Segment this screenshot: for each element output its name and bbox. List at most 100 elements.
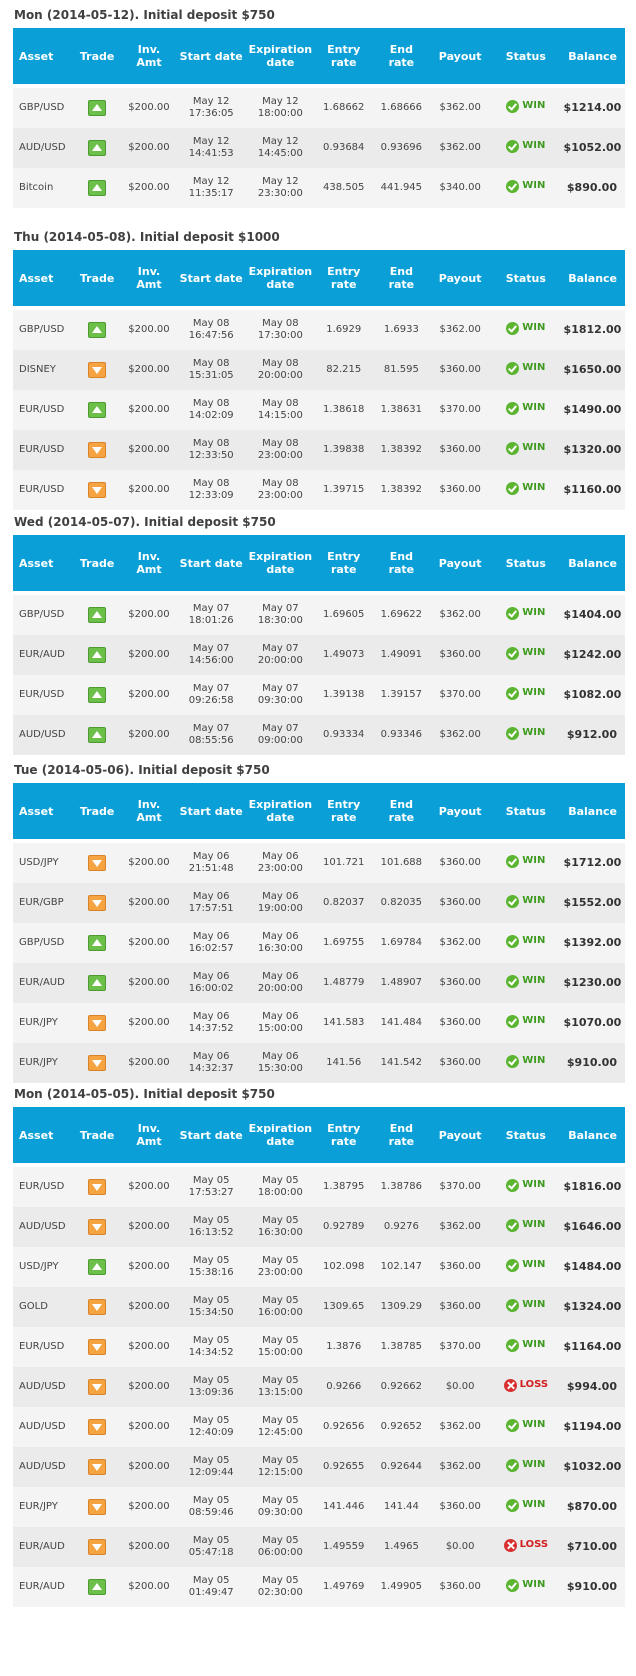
investment-cell: $200.00	[121, 1003, 177, 1043]
column-header-line: Amt	[136, 1135, 162, 1148]
end-rate-cell: 1.38785	[372, 1327, 431, 1367]
asset-cell: AUD/USD	[13, 128, 73, 168]
start-day: May 05	[192, 1335, 230, 1346]
table-row: EUR/GBP $200.00 May 06 17:57:51 May 06 19:00:…	[13, 883, 625, 923]
expiration-day: May 07	[262, 643, 299, 654]
status-badge: WIN	[506, 1418, 545, 1432]
column-header-line: rate	[330, 278, 357, 291]
start-day: May 08	[192, 438, 230, 449]
table-row: EUR/AUD $200.00 May 07 14:56:00 May 07 20:00:…	[13, 635, 625, 675]
table-row: AUD/USD $200.00 May 12 14:41:53 May 12 14:45:…	[13, 128, 625, 168]
payout-cell: $362.00	[430, 310, 491, 350]
payout-cell: $360.00	[430, 1247, 491, 1287]
call-up-arrow-icon	[88, 607, 107, 623]
asset-cell: AUD/USD	[13, 1447, 73, 1487]
start-day: May 05	[192, 1535, 230, 1546]
table-row: EUR/USD $200.00 May 05 17:53:27 May 05 18:00:…	[13, 1167, 625, 1207]
column-header-exp: Expiration date	[245, 1107, 315, 1163]
put-down-arrow-icon	[88, 1459, 107, 1475]
end-rate-cell: 1.48907	[372, 963, 431, 1003]
column-header-line: Amt	[136, 56, 162, 69]
start-date-cell: May 05 15:38:16	[176, 1247, 246, 1287]
expiration-time: 09:00:00	[257, 735, 303, 746]
start-date-cell: May 05 12:09:44	[176, 1447, 246, 1487]
investment-cell: $200.00	[121, 1287, 177, 1327]
end-rate-cell: 0.92644	[372, 1447, 431, 1487]
entry-rate-cell: 1.39715	[314, 470, 373, 510]
expiration-day: May 08	[262, 318, 299, 329]
start-date-cell: May 12 17:36:05	[176, 88, 246, 128]
column-header-entry: Entry rate	[314, 535, 373, 591]
balance-cell: $1816.00	[561, 1167, 625, 1207]
put-down-arrow-icon	[88, 1419, 107, 1435]
entry-rate-cell: 0.9266	[314, 1367, 373, 1407]
status-cell: WIN	[490, 390, 562, 430]
expiration-time: 09:30:00	[257, 695, 303, 706]
status-label: WIN	[522, 647, 546, 658]
check-circle-icon	[506, 1014, 520, 1028]
expiration-time: 16:30:00	[257, 943, 303, 954]
call-up-arrow-icon	[88, 975, 107, 991]
balance-cell: $1404.00	[561, 595, 625, 635]
entry-rate-cell: 1.6929	[314, 310, 373, 350]
end-rate-cell: 1.69622	[372, 595, 431, 635]
column-header-asset: Asset	[13, 535, 73, 591]
expiration-date-cell: May 12 18:00:00	[245, 88, 315, 128]
end-rate-cell: 0.93346	[372, 715, 431, 755]
investment-cell: $200.00	[121, 1207, 177, 1247]
end-rate-cell: 141.44	[372, 1487, 431, 1527]
entry-rate-cell: 102.098	[314, 1247, 373, 1287]
check-circle-icon	[506, 1258, 520, 1272]
status-badge: WIN	[506, 139, 545, 153]
status-cell: WIN	[490, 88, 562, 128]
payout-cell: $362.00	[430, 1407, 491, 1447]
column-header-line: Entry	[327, 798, 361, 811]
entry-rate-cell: 1.3876	[314, 1327, 373, 1367]
investment-cell: $200.00	[121, 470, 177, 510]
put-down-arrow-icon	[88, 855, 107, 871]
start-day: May 08	[192, 358, 230, 369]
expiration-date-cell: May 07 09:30:00	[245, 675, 315, 715]
column-header-entry: Entry rate	[314, 250, 373, 306]
balance-cell: $910.00	[561, 1567, 625, 1607]
check-circle-icon	[506, 726, 520, 740]
status-badge: WIN	[506, 1298, 545, 1312]
balance-cell: $1650.00	[561, 350, 625, 390]
status-label: WIN	[522, 607, 546, 618]
column-header-line: rate	[330, 56, 357, 69]
start-day: May 07	[192, 683, 230, 694]
expiration-day: May 07	[262, 603, 299, 614]
status-cell: WIN	[490, 1167, 562, 1207]
column-header-line: End	[389, 265, 413, 278]
status-cell: WIN	[490, 350, 562, 390]
balance-cell: $994.00	[561, 1367, 625, 1407]
payout-cell: $362.00	[430, 715, 491, 755]
column-header-end: End rate	[372, 783, 431, 839]
payout-cell: $360.00	[430, 1487, 491, 1527]
status-cell: WIN	[490, 1327, 562, 1367]
asset-cell: GBP/USD	[13, 923, 73, 963]
entry-rate-cell: 1.69605	[314, 595, 373, 635]
table-row: EUR/JPY $200.00 May 06 14:37:52 May 06 15:00:…	[13, 1003, 625, 1043]
expiration-time: 20:00:00	[257, 983, 303, 994]
table-row: AUD/USD $200.00 May 05 13:09:36 May 05 13:15:…	[13, 1367, 625, 1407]
asset-cell: AUD/USD	[13, 1207, 73, 1247]
status-label: WIN	[522, 1015, 546, 1026]
status-label: WIN	[522, 1579, 546, 1590]
payout-cell: $360.00	[430, 350, 491, 390]
start-time: 14:02:09	[188, 410, 234, 421]
put-down-arrow-icon	[88, 1299, 107, 1315]
start-date-cell: May 12 14:41:53	[176, 128, 246, 168]
trade-cell	[72, 1287, 122, 1327]
payout-cell: $340.00	[430, 168, 491, 208]
expiration-time: 02:30:00	[257, 1587, 303, 1598]
call-up-arrow-icon	[88, 727, 107, 743]
section-title: Wed (2014-05-07). Initial deposit $750	[14, 515, 276, 529]
status-cell: WIN	[490, 1567, 562, 1607]
expiration-date-cell: May 05 09:30:00	[245, 1487, 315, 1527]
status-badge: WIN	[506, 1498, 545, 1512]
end-rate-cell: 1.38392	[372, 430, 431, 470]
asset-cell: AUD/USD	[13, 715, 73, 755]
start-date-cell: May 05 16:13:52	[176, 1207, 246, 1247]
column-header-line: rate	[330, 563, 357, 576]
